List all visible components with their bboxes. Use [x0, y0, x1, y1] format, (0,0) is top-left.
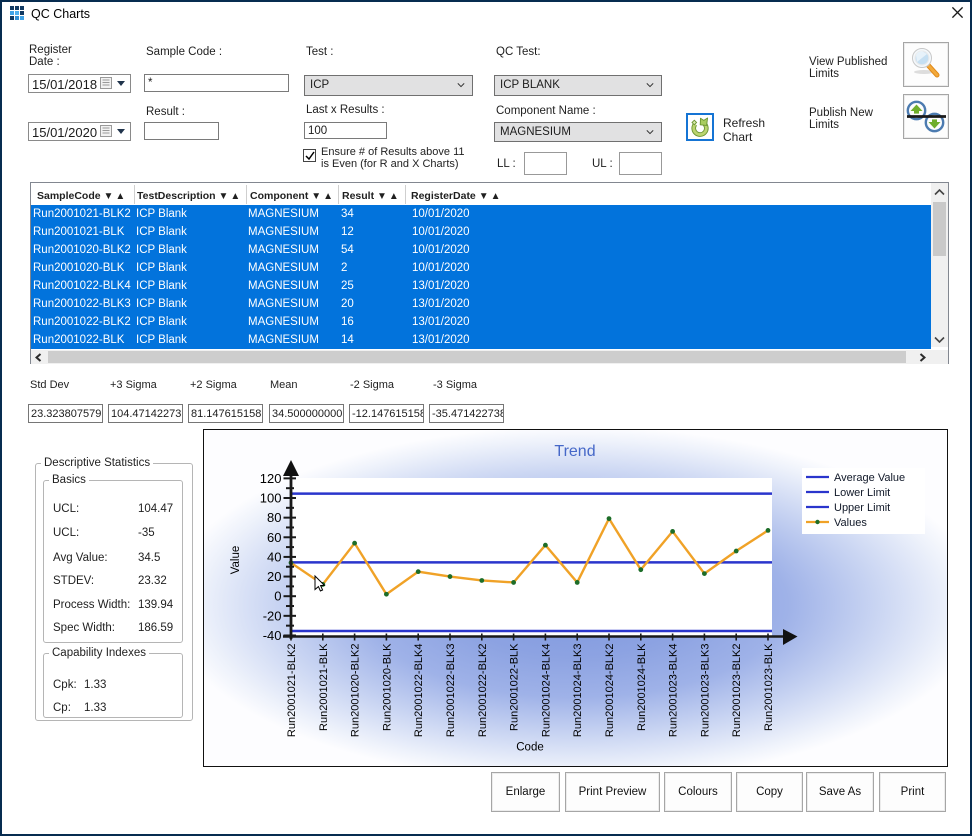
svg-text:Run2001020-BLK2: Run2001020-BLK2: [350, 644, 362, 738]
svg-text:Average Value: Average Value: [834, 472, 905, 484]
svg-text:Run2001020-BLK: Run2001020-BLK: [381, 643, 393, 731]
svg-text:Run2001024-BLK3: Run2001024-BLK3: [572, 644, 584, 738]
svg-text:-20: -20: [263, 608, 282, 623]
svg-text:Run2001022-BLK4: Run2001022-BLK4: [413, 644, 425, 738]
svg-text:80: 80: [267, 510, 281, 525]
svg-text:Run2001023-BLK2: Run2001023-BLK2: [731, 644, 743, 738]
svg-text:20: 20: [267, 569, 281, 584]
svg-text:Upper Limit: Upper Limit: [834, 502, 890, 514]
svg-text:Trend: Trend: [554, 443, 595, 460]
svg-text:Run2001024-BLK: Run2001024-BLK: [636, 643, 648, 731]
svg-text:Run2001022-BLK3: Run2001022-BLK3: [445, 644, 457, 738]
svg-text:0: 0: [274, 589, 281, 604]
svg-text:Run2001022-BLK: Run2001022-BLK: [509, 643, 521, 731]
svg-text:Run2001024-BLK4: Run2001024-BLK4: [540, 644, 552, 738]
svg-text:Code: Code: [516, 742, 544, 754]
svg-text:60: 60: [267, 530, 281, 545]
svg-text:Run2001021-BLK: Run2001021-BLK: [318, 643, 330, 731]
svg-text:Run2001023-BLK3: Run2001023-BLK3: [699, 644, 711, 738]
svg-text:Run2001024-BLK2: Run2001024-BLK2: [604, 644, 616, 738]
svg-text:Run2001022-BLK2: Run2001022-BLK2: [477, 644, 489, 738]
svg-text:100: 100: [260, 491, 282, 506]
svg-text:Lower Limit: Lower Limit: [834, 487, 890, 499]
svg-text:120: 120: [260, 471, 282, 486]
svg-text:Run2001023-BLK4: Run2001023-BLK4: [668, 644, 680, 738]
svg-text:40: 40: [267, 549, 281, 564]
svg-text:Run2001021-BLK2: Run2001021-BLK2: [286, 644, 298, 738]
svg-text:Value: Value: [230, 546, 242, 575]
svg-text:-40: -40: [263, 628, 282, 643]
svg-text:Run2001023-BLK: Run2001023-BLK: [763, 643, 775, 731]
svg-text:Values: Values: [834, 517, 867, 529]
